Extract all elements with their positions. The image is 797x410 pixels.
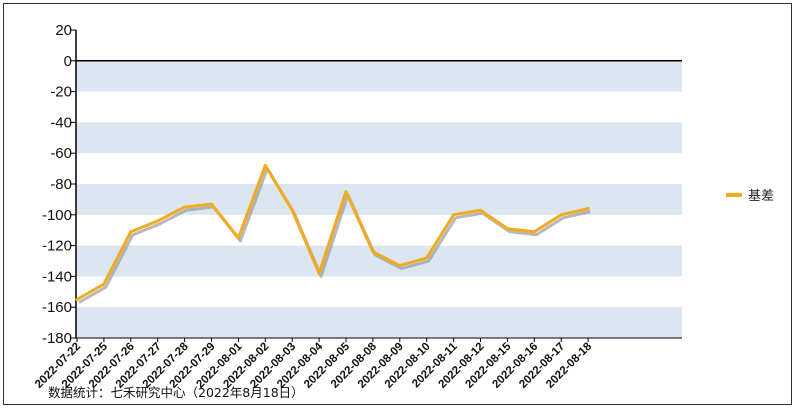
grid-band [76, 245, 682, 277]
grid-band [76, 60, 682, 92]
data-point [479, 208, 482, 212]
data-point [586, 207, 590, 211]
data-point [129, 230, 133, 234]
y-tick-label: -60 [50, 145, 72, 162]
grid-bands [76, 60, 682, 338]
data-source-note: 数据统计：七禾研究中心（2022年8月18日） [48, 385, 304, 400]
data-point [425, 256, 429, 260]
y-tick-label: -20 [50, 84, 72, 101]
line-chart: 200-20-40-60-80-100-120-140-160-180 2022… [33, 22, 774, 391]
data-point [317, 271, 321, 275]
y-tick-label: 0 [64, 53, 72, 70]
series-layer [75, 164, 591, 304]
data-point [344, 190, 348, 194]
data-point [263, 164, 267, 168]
data-point [210, 202, 213, 206]
grid-band [76, 307, 682, 338]
data-point [398, 264, 402, 268]
data-point [290, 208, 294, 212]
data-point [75, 298, 79, 301]
data-point [505, 227, 509, 231]
data-point [183, 205, 187, 209]
y-tick-label: -140 [42, 268, 72, 285]
y-tick-label: -40 [50, 114, 72, 131]
legend-label: 基差 [748, 189, 774, 204]
y-axis: 20 0 -20 -40 -60 -80 -100 -120 -140 -160 -180 [42, 22, 682, 347]
data-point [532, 230, 536, 234]
data-point [559, 213, 563, 217]
chart-frame: 20 0 -20 -40 -60 -80 -100 -120 -140 -160 -180 2022… [3, 3, 792, 405]
data-point [371, 250, 375, 254]
data-point [452, 213, 456, 217]
y-tick-label: -120 [42, 238, 72, 255]
y-tick-label: -180 [42, 330, 72, 347]
y-tick-label: -100 [42, 207, 72, 224]
y-tick-label: 20 [55, 22, 72, 39]
legend: 基差 [726, 189, 774, 204]
data-point [156, 219, 160, 223]
grid-band [76, 184, 682, 215]
y-tick-label: -80 [50, 176, 72, 193]
grid-band [76, 122, 682, 154]
y-tick-label: -160 [42, 299, 72, 316]
data-point [102, 282, 106, 286]
series-line [75, 164, 590, 301]
data-point [236, 236, 240, 240]
